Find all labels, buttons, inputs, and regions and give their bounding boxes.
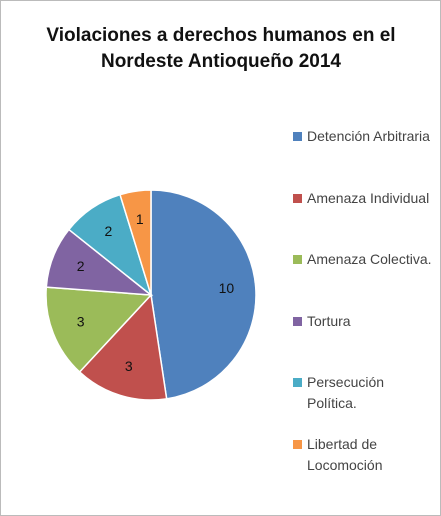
legend-label: Amenaza Colectiva. — [307, 251, 432, 267]
data-label: 1 — [136, 211, 144, 227]
pie-slice — [45, 286, 153, 374]
legend-label: Persecución Política. — [307, 374, 385, 411]
data-label: 3 — [125, 358, 133, 374]
legend-label: Tortura — [307, 312, 351, 329]
legend-swatch — [293, 255, 302, 264]
legend-item: Amenaza Colectiva. — [293, 249, 432, 270]
data-label: 2 — [77, 258, 85, 274]
data-label: 3 — [77, 313, 85, 329]
pie-slice — [119, 189, 152, 296]
legend-item: Libertad de Locomoción — [293, 434, 432, 476]
pie-slice — [78, 293, 168, 401]
legend-label: Libertad de Locomoción — [307, 435, 383, 473]
legend-item: Persecución Política. — [293, 372, 432, 414]
legend-item: Tortura — [293, 311, 432, 332]
data-label: 2 — [105, 223, 113, 239]
legend-swatch — [293, 439, 302, 449]
legend-swatch — [293, 378, 302, 387]
legend-item: Detención Arbitraria — [293, 126, 432, 147]
legend-swatch — [293, 132, 302, 141]
data-label: 10 — [219, 280, 235, 296]
legend-item: Amenaza Individual — [293, 188, 432, 209]
chart-title: Violaciones a derechos humanos en el Nor… — [46, 25, 396, 72]
legend-label: Amenaza Individual — [307, 189, 430, 206]
pie-slice — [150, 189, 257, 400]
legend-label: Detención Arbitraria — [307, 128, 430, 144]
legend-swatch — [293, 193, 302, 203]
legend-swatch — [293, 316, 302, 326]
